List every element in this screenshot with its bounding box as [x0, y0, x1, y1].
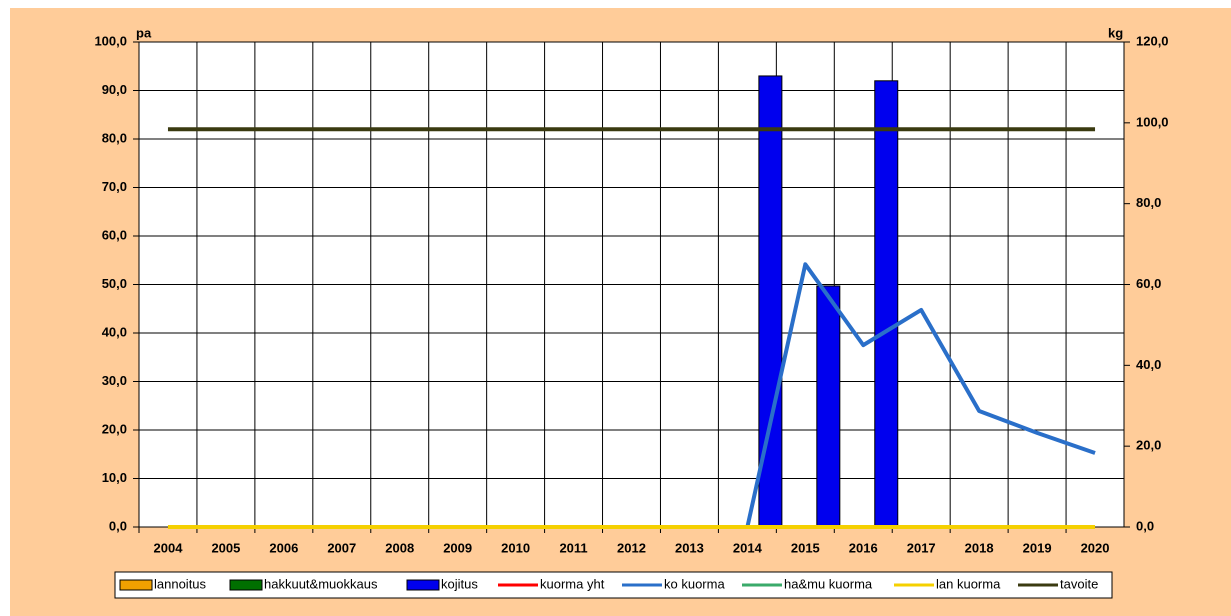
y2-tick-label: 80,0 [1136, 195, 1161, 210]
y-tick-label: 40,0 [102, 324, 127, 339]
legend-label: lan kuorma [936, 576, 1001, 591]
x-tick-label: 2006 [269, 540, 298, 555]
y-axis-title: pa [136, 25, 152, 40]
y-tick-label: 20,0 [102, 421, 127, 436]
y-tick-label: 10,0 [102, 470, 127, 485]
y-tick-label: 100,0 [94, 33, 127, 48]
x-tick-label: 2010 [501, 540, 530, 555]
y2-axis-title: kg [1108, 25, 1123, 40]
y-tick-label: 90,0 [102, 82, 127, 97]
y-tick-label: 50,0 [102, 276, 127, 291]
legend-label: ko kuorma [664, 576, 725, 591]
y-tick-label: 0,0 [109, 518, 127, 533]
legend-label: tavoite [1060, 576, 1098, 591]
x-tick-label: 2019 [1023, 540, 1052, 555]
x-tick-label: 2013 [675, 540, 704, 555]
x-tick-label: 2015 [791, 540, 820, 555]
y-tick-label: 60,0 [102, 227, 127, 242]
x-tick-label: 2004 [154, 540, 184, 555]
x-tick-label: 2011 [559, 540, 587, 555]
x-tick-label: 2016 [849, 540, 878, 555]
bar [874, 80, 899, 528]
x-tick-label: 2017 [907, 540, 936, 555]
y2-tick-label: 20,0 [1136, 438, 1161, 453]
legend-label: ha&mu kuorma [784, 576, 873, 591]
legend-swatch [119, 579, 153, 591]
legend-label: hakkuut&muokkaus [264, 576, 378, 591]
y2-tick-label: 0,0 [1136, 518, 1154, 533]
x-tick-label: 2018 [965, 540, 994, 555]
legend-label: lannoitus [154, 576, 207, 591]
y2-tick-label: 120,0 [1136, 33, 1169, 48]
x-tick-label: 2012 [617, 540, 646, 555]
line [745, 262, 1096, 528]
x-tick-label: 2009 [443, 540, 472, 555]
legend [114, 571, 1113, 599]
y2-tick-label: 100,0 [1136, 114, 1169, 129]
y-tick-label: 70,0 [102, 179, 127, 194]
legend-swatch [406, 579, 440, 591]
x-tick-label: 2014 [733, 540, 763, 555]
y2-tick-label: 60,0 [1136, 276, 1161, 291]
bar [816, 285, 841, 528]
legend-label: kojitus [441, 576, 478, 591]
y-tick-label: 30,0 [102, 373, 127, 388]
x-tick-label: 2020 [1081, 540, 1110, 555]
y2-tick-label: 40,0 [1136, 357, 1161, 372]
legend-label: kuorma yht [540, 576, 605, 591]
x-tick-label: 2008 [385, 540, 414, 555]
y-tick-label: 80,0 [102, 130, 127, 145]
x-tick-label: 2005 [211, 540, 240, 555]
x-tick-label: 2007 [327, 540, 356, 555]
legend-swatch [229, 579, 263, 591]
